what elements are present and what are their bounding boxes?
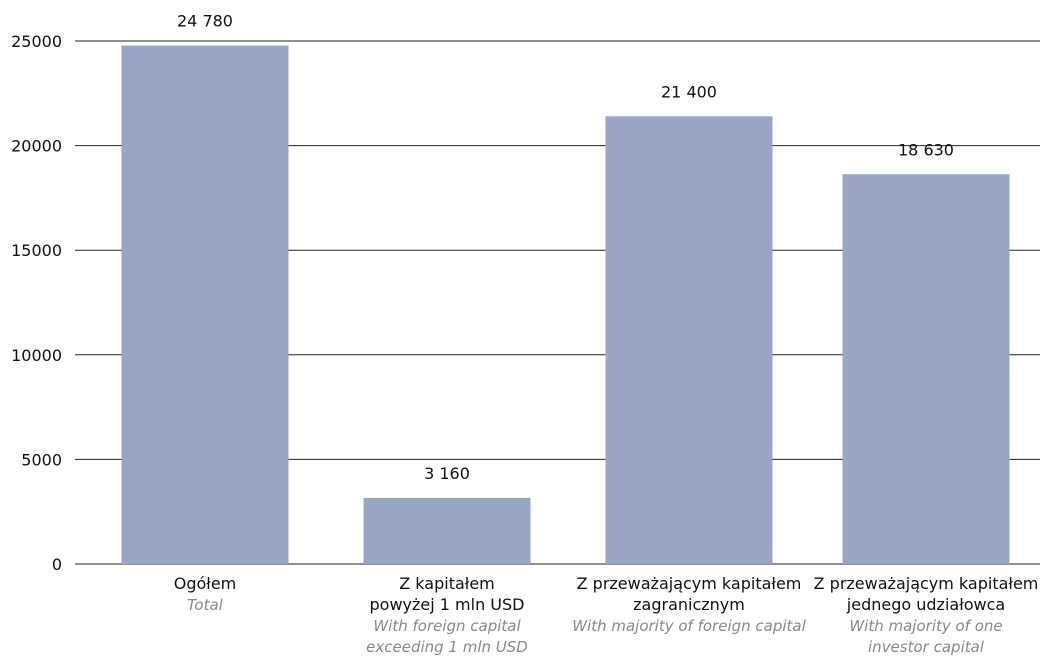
bar-0: [121, 45, 289, 564]
category-label-pl: Ogółem: [174, 574, 237, 593]
category-label-pl: Z przeważającym kapitałem: [577, 574, 802, 593]
y-tick-label: 0: [52, 555, 62, 574]
category-label-en: With majority of one: [849, 617, 1002, 635]
value-labels: 24 780 3 160 21 400 18 630: [177, 12, 954, 483]
category-label-en: investor capital: [868, 638, 985, 656]
category-labels: Ogółem Total Z kapitałem powyżej 1 mln USD W…: [174, 574, 1039, 656]
y-tick-label: 5000: [21, 450, 62, 469]
category-label-en: With majority of foreign capital: [572, 617, 806, 635]
category-label-pl: Z przeważającym kapitałem: [814, 574, 1039, 593]
category-label-pl: jednego udziałowca: [846, 595, 1005, 614]
category-label-en: Total: [187, 596, 224, 614]
y-tick-label: 25000: [11, 32, 62, 51]
bar-3: [842, 174, 1010, 564]
y-tick-label: 10000: [11, 346, 62, 365]
category-label-pl: zagranicznym: [633, 595, 745, 614]
bar-2: [605, 116, 773, 564]
y-axis-ticks: 0 5000 10000 15000 20000 25000: [11, 32, 62, 574]
bars: [121, 45, 1010, 564]
category-label-en: With foreign capital: [373, 617, 521, 635]
category-label-pl: Z kapitałem: [399, 574, 495, 593]
bar-1: [363, 497, 531, 564]
y-tick-label: 15000: [11, 241, 62, 260]
value-label-1: 3 160: [424, 464, 470, 483]
value-label-3: 18 630: [898, 140, 954, 159]
value-label-0: 24 780: [177, 12, 233, 31]
category-label-pl: powyżej 1 mln USD: [370, 595, 525, 614]
y-tick-label: 20000: [11, 137, 62, 156]
category-label-en: exceeding 1 mln USD: [366, 638, 528, 656]
value-label-2: 21 400: [661, 82, 717, 101]
